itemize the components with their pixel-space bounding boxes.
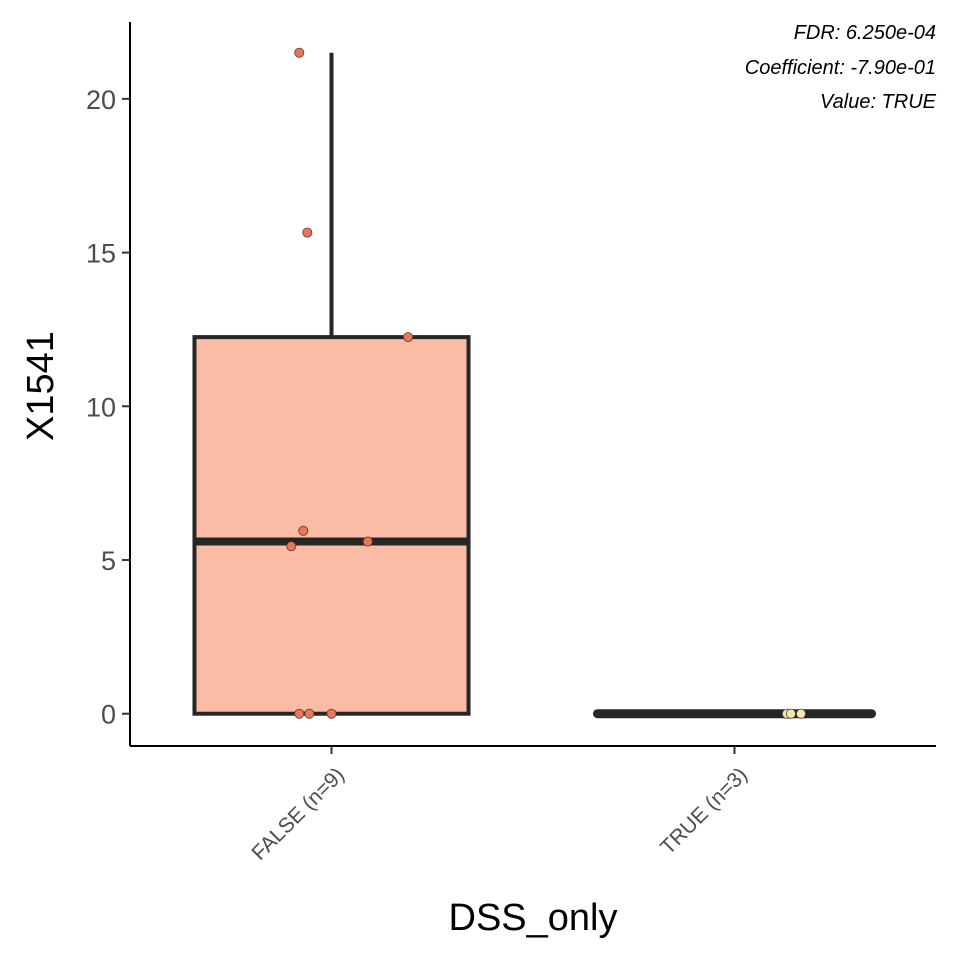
annotation-fdr: FDR: 6.250e-04: [794, 22, 936, 44]
data-point: [298, 525, 309, 536]
data-point: [326, 708, 337, 719]
annotation-coefficient: Coefficient: -7.90e-01: [745, 57, 936, 79]
data-point: [795, 708, 806, 719]
y-tick-label: 20: [86, 85, 116, 115]
box-false: [192, 52, 471, 716]
data-point: [294, 47, 305, 58]
y-axis-title: X1541: [20, 331, 62, 441]
data-point: [304, 708, 315, 719]
boxes-layer: [192, 52, 877, 719]
data-point: [294, 708, 305, 719]
y-tick-label: 0: [101, 700, 116, 730]
annotation-block: FDR: 6.250e-04 Coefficient: -7.90e-01 Va…: [745, 22, 937, 113]
data-point: [403, 332, 414, 343]
data-point: [785, 708, 796, 719]
data-point: [362, 536, 373, 547]
data-point: [302, 227, 313, 238]
x-axis-title: DSS_only: [449, 897, 618, 939]
y-tick-label: 15: [86, 239, 116, 269]
y-tick-label: 10: [86, 392, 116, 422]
y-tick-label: 5: [101, 546, 116, 576]
annotation-value: Value: TRUE: [820, 91, 937, 113]
points-layer: [286, 47, 806, 719]
x-tick-label: TRUE (n=3): [656, 763, 752, 859]
x-tick-label: FALSE (n=9): [247, 763, 349, 865]
data-point: [286, 541, 297, 552]
box-body: [192, 335, 471, 716]
